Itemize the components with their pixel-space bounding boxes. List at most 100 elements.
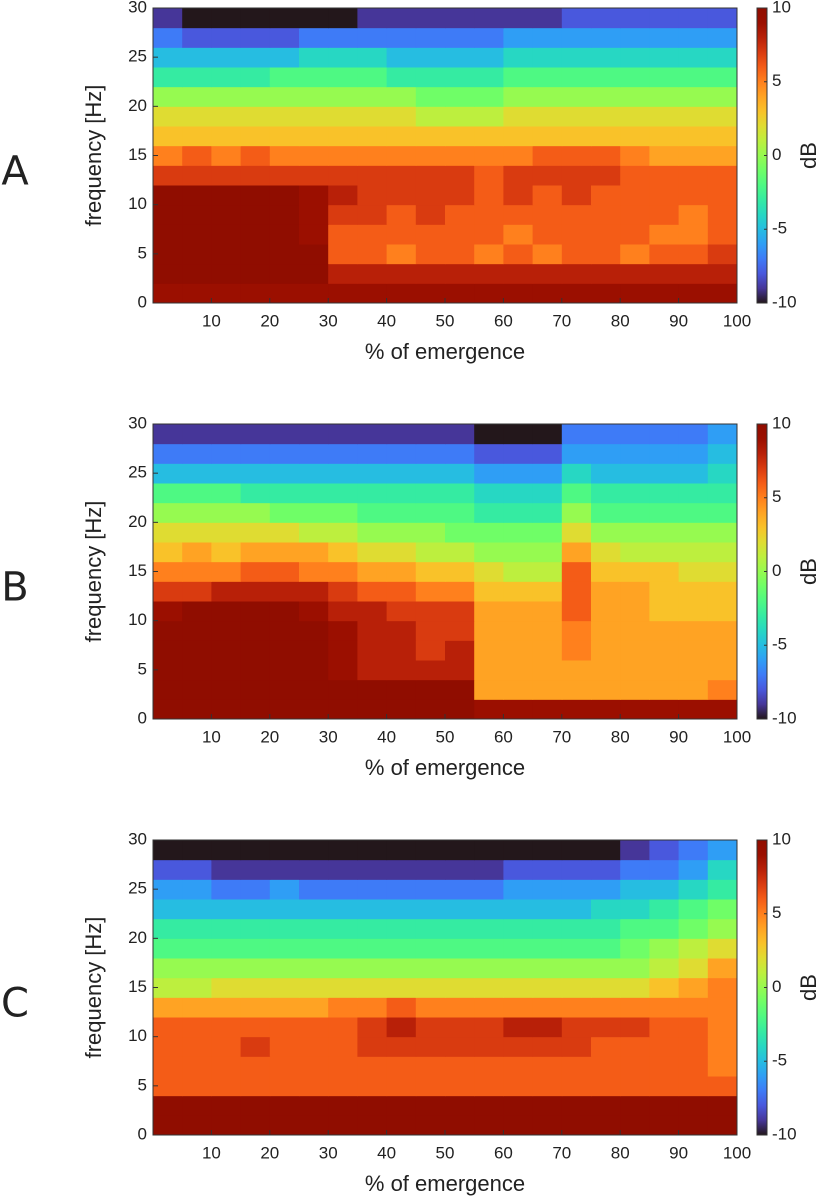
heatmap-cell bbox=[211, 47, 242, 68]
heatmap-cell bbox=[678, 145, 709, 166]
heatmap-cell bbox=[328, 27, 358, 48]
heatmap-cell bbox=[415, 185, 446, 206]
heatmap-cell bbox=[532, 899, 563, 920]
heatmap-cell bbox=[211, 859, 242, 880]
heatmap-cell bbox=[649, 1115, 680, 1136]
heatmap-cell bbox=[357, 679, 388, 700]
x-tick-label: 60 bbox=[494, 1143, 513, 1162]
heatmap-cell bbox=[328, 640, 358, 661]
heatmap-cell bbox=[474, 502, 504, 523]
y-tick-label: 5 bbox=[138, 243, 147, 262]
heatmap-cell bbox=[269, 1115, 300, 1136]
heatmap-cell bbox=[328, 483, 358, 504]
heatmap-cell bbox=[503, 67, 534, 88]
heatmap-cell bbox=[503, 977, 534, 998]
heatmap-cell bbox=[474, 1115, 504, 1136]
heatmap-cell bbox=[678, 899, 709, 920]
heatmap-cell bbox=[503, 679, 534, 700]
heatmap-cell bbox=[561, 542, 592, 563]
heatmap-cell bbox=[182, 145, 212, 166]
heatmap-cell bbox=[240, 1056, 271, 1077]
heatmap-cell bbox=[153, 204, 183, 225]
heatmap-cell bbox=[474, 1036, 504, 1057]
x-tick-label: 10 bbox=[202, 1143, 221, 1162]
heatmap-cell bbox=[328, 67, 358, 88]
heatmap-cell bbox=[386, 879, 417, 900]
heatmap-cell bbox=[678, 1056, 709, 1077]
heatmap-cell bbox=[474, 997, 504, 1018]
heatmap-cell bbox=[707, 165, 738, 186]
heatmap-cell bbox=[474, 899, 504, 920]
heatmap-cell bbox=[240, 997, 271, 1018]
heatmap-cell bbox=[678, 244, 709, 265]
heatmap-cell bbox=[474, 522, 504, 543]
heatmap-cell bbox=[357, 918, 388, 939]
heatmap-cell bbox=[182, 86, 212, 107]
x-tick-label: 90 bbox=[669, 311, 688, 330]
heatmap-cell bbox=[620, 879, 650, 900]
heatmap-cell bbox=[620, 620, 650, 641]
heatmap-cell bbox=[474, 443, 504, 464]
heatmap-cell bbox=[532, 660, 563, 681]
heatmap-cell bbox=[445, 244, 475, 265]
heatmap-cell bbox=[591, 204, 621, 225]
heatmap-cell bbox=[386, 1076, 417, 1097]
heatmap-cell bbox=[182, 938, 212, 959]
heatmap-cell bbox=[707, 859, 738, 880]
heatmap-cell bbox=[357, 542, 388, 563]
heatmap-cell bbox=[474, 86, 504, 107]
heatmap-cell bbox=[211, 522, 242, 543]
heatmap-cell bbox=[182, 47, 212, 68]
heatmap-cell bbox=[591, 660, 621, 681]
heatmap-cell bbox=[415, 145, 446, 166]
heatmap-cell bbox=[474, 165, 504, 186]
heatmap-cell bbox=[620, 106, 650, 127]
heatmap-cell bbox=[707, 27, 738, 48]
heatmap-cell bbox=[182, 1017, 212, 1038]
heatmap-cell bbox=[415, 1036, 446, 1057]
heatmap-cell bbox=[591, 1095, 621, 1116]
panel-letter: C bbox=[1, 981, 29, 1027]
heatmap-cell bbox=[211, 185, 242, 206]
heatmap-cell bbox=[620, 679, 650, 700]
heatmap-cell bbox=[153, 424, 183, 445]
heatmap-cell bbox=[503, 1036, 534, 1057]
heatmap-cell bbox=[532, 522, 563, 543]
heatmap-cell bbox=[328, 899, 358, 920]
heatmap-cell bbox=[415, 601, 446, 622]
heatmap-cell bbox=[182, 640, 212, 661]
heatmap-cell bbox=[357, 1017, 388, 1038]
heatmap-cell bbox=[240, 244, 271, 265]
heatmap-cell bbox=[211, 67, 242, 88]
heatmap-cell bbox=[415, 263, 446, 284]
heatmap-cell bbox=[445, 126, 475, 147]
colorbar-tick-label: -10 bbox=[772, 1124, 797, 1143]
heatmap-cell bbox=[532, 443, 563, 464]
heatmap-cell bbox=[211, 958, 242, 979]
heatmap-cell bbox=[211, 660, 242, 681]
heatmap-cell bbox=[153, 244, 183, 265]
heatmap-cell bbox=[474, 263, 504, 284]
heatmap-cell bbox=[182, 27, 212, 48]
heatmap-cell bbox=[532, 1115, 563, 1136]
heatmap-cell bbox=[707, 244, 738, 265]
heatmap-cell bbox=[620, 581, 650, 602]
heatmap-cell bbox=[153, 47, 183, 68]
x-tick-label: 80 bbox=[611, 727, 630, 746]
heatmap-cell bbox=[445, 502, 475, 523]
heatmap-cell bbox=[182, 542, 212, 563]
heatmap-cell bbox=[211, 899, 242, 920]
heatmap-cell bbox=[561, 185, 592, 206]
heatmap-cell bbox=[707, 443, 738, 464]
heatmap-cell bbox=[240, 8, 271, 29]
heatmap-cell bbox=[357, 660, 388, 681]
heatmap-cell bbox=[299, 283, 329, 304]
heatmap-cell bbox=[678, 1036, 709, 1057]
heatmap-cell bbox=[532, 581, 563, 602]
heatmap-cell bbox=[445, 8, 475, 29]
heatmap-cell bbox=[386, 542, 417, 563]
heatmap-cell bbox=[299, 483, 329, 504]
heatmap-cell bbox=[269, 958, 300, 979]
heatmap-cell bbox=[386, 483, 417, 504]
heatmap-cell bbox=[386, 958, 417, 979]
